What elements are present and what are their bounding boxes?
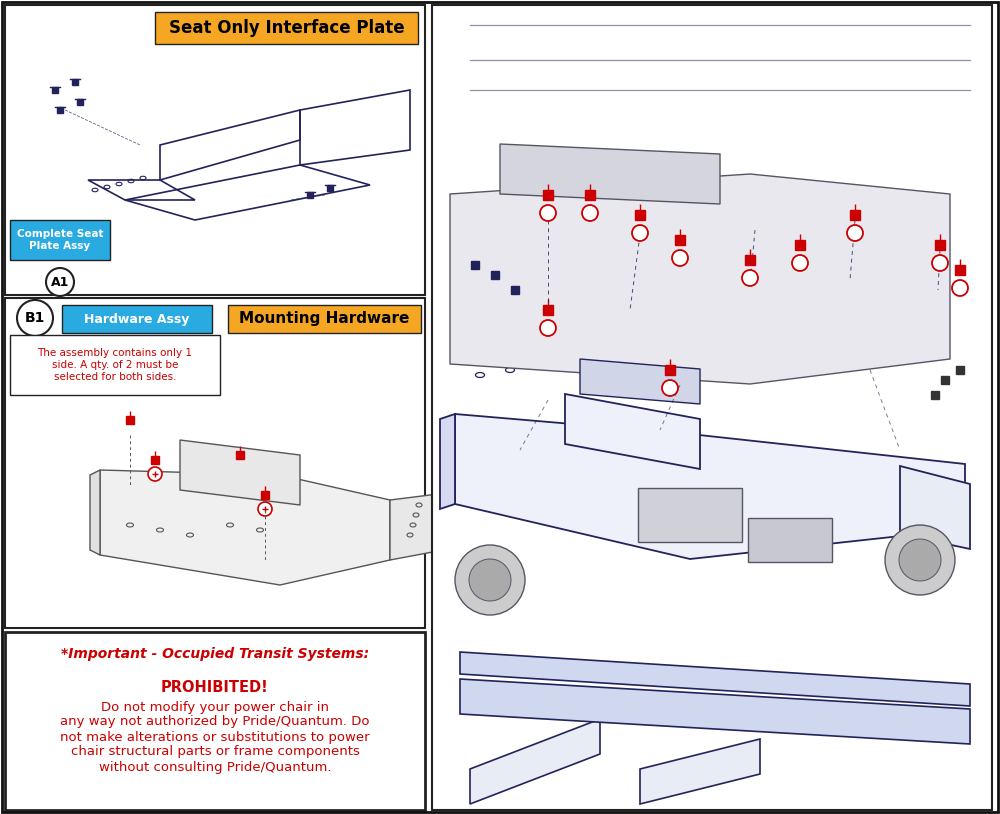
Text: B1: B1 [25,311,45,325]
FancyBboxPatch shape [62,305,212,333]
Circle shape [540,205,556,221]
Polygon shape [100,470,390,585]
Polygon shape [455,414,965,559]
Text: Mounting Hardware: Mounting Hardware [239,312,410,326]
Circle shape [899,539,941,581]
FancyBboxPatch shape [10,335,220,395]
Polygon shape [90,470,100,555]
Circle shape [17,300,53,336]
Circle shape [540,320,556,336]
Text: Do not modify your power chair in
any way not authorized by Pride/Quantum. Do
no: Do not modify your power chair in any wa… [60,701,370,773]
Text: PROHIBITED!: PROHIBITED! [161,680,269,694]
Circle shape [672,250,688,266]
Text: Complete Seat
Plate Assy: Complete Seat Plate Assy [17,230,103,251]
Circle shape [469,559,511,601]
FancyBboxPatch shape [748,518,832,562]
Circle shape [792,255,808,271]
FancyBboxPatch shape [10,220,110,260]
FancyBboxPatch shape [5,5,425,295]
Circle shape [885,525,955,595]
Circle shape [148,467,162,481]
Circle shape [46,268,74,296]
Polygon shape [580,359,700,404]
Circle shape [258,502,272,516]
Polygon shape [900,466,970,549]
FancyBboxPatch shape [228,305,421,333]
Circle shape [952,280,968,296]
FancyBboxPatch shape [638,488,742,542]
Polygon shape [470,719,600,804]
Polygon shape [640,739,760,804]
FancyBboxPatch shape [5,632,425,810]
Circle shape [932,255,948,271]
Text: *Important - Occupied Transit Systems:: *Important - Occupied Transit Systems: [61,647,369,661]
Circle shape [847,225,863,241]
Polygon shape [450,174,950,384]
Polygon shape [390,490,470,560]
Polygon shape [500,144,720,204]
FancyBboxPatch shape [432,5,992,810]
Polygon shape [180,440,300,505]
Circle shape [742,270,758,286]
FancyBboxPatch shape [155,12,418,44]
Polygon shape [565,394,700,469]
Text: Seat Only Interface Plate: Seat Only Interface Plate [169,19,404,37]
Circle shape [455,545,525,615]
Text: Hardware Assy: Hardware Assy [84,313,190,326]
Polygon shape [440,414,455,509]
Circle shape [632,225,648,241]
Circle shape [582,205,598,221]
FancyBboxPatch shape [5,298,425,628]
Text: A1: A1 [51,275,69,288]
Polygon shape [460,679,970,744]
Circle shape [662,380,678,396]
Polygon shape [460,652,970,706]
Text: The assembly contains only 1
side. A qty. of 2 must be
selected for both sides.: The assembly contains only 1 side. A qty… [38,348,192,382]
